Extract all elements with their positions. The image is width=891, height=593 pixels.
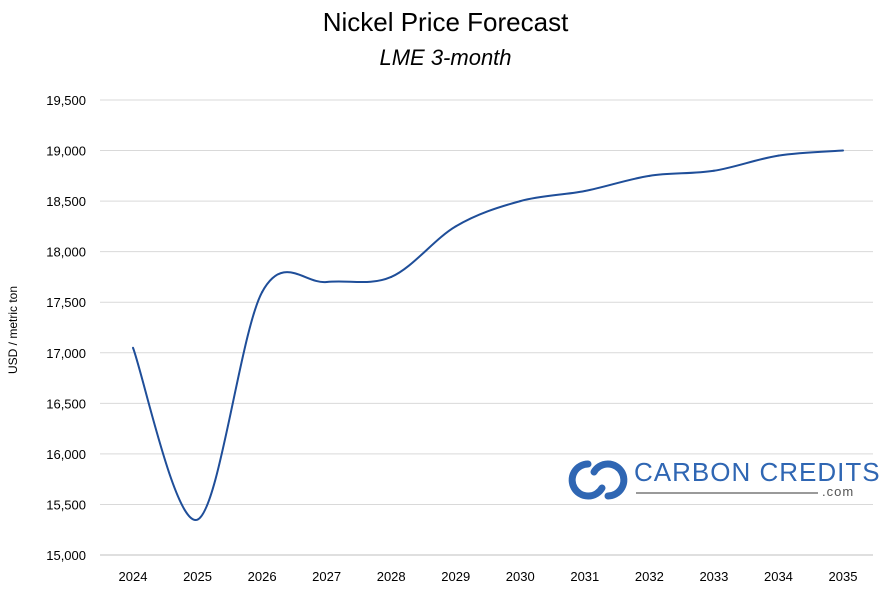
x-tick-label: 2028	[377, 569, 406, 584]
gridlines	[100, 99, 873, 556]
chart-subtitle: LME 3-month	[379, 45, 512, 70]
y-tick-label: 15,000	[46, 548, 86, 563]
data-point	[712, 169, 715, 172]
y-tick-label: 15,500	[46, 497, 86, 512]
x-tick-label: 2024	[119, 569, 148, 584]
y-tick-label: 16,500	[46, 396, 86, 411]
y-tick-label: 18,000	[46, 245, 86, 260]
data-point	[777, 154, 780, 157]
x-tick-label: 2032	[635, 569, 664, 584]
data-point	[519, 200, 522, 203]
x-tick-label: 2027	[312, 569, 341, 584]
data-point	[583, 190, 586, 192]
y-tick-label: 18,500	[46, 194, 86, 209]
data-point	[390, 275, 393, 278]
watermark-rule	[636, 492, 818, 494]
data-point	[196, 518, 199, 521]
x-axis-ticks: 2024 2025 2026 2027 2028 2029 2030 2031 2032 2033…	[119, 569, 858, 584]
y-tick-label: 17,500	[46, 295, 86, 310]
y-tick-label: 17,000	[46, 346, 86, 361]
watermark-brand: CARBON CREDITS	[634, 457, 881, 487]
x-tick-label: 2026	[248, 569, 277, 584]
data-point	[454, 225, 457, 228]
x-tick-label: 2030	[506, 569, 535, 584]
data-point	[325, 281, 328, 283]
watermark-suffix: .com	[822, 484, 855, 499]
series-points	[132, 149, 844, 521]
x-tick-label: 2035	[829, 569, 858, 584]
y-tick-label: 19,000	[46, 144, 86, 159]
y-tick-label: 19,500	[46, 93, 86, 108]
carbon-credits-logo-icon	[568, 460, 628, 500]
x-tick-label: 2029	[441, 569, 470, 584]
chart-title: Nickel Price Forecast	[322, 7, 569, 37]
x-tick-label: 2034	[764, 569, 793, 584]
x-tick-label: 2031	[570, 569, 599, 584]
x-tick-label: 2033	[699, 569, 728, 584]
data-point	[648, 174, 651, 177]
data-point	[132, 346, 134, 349]
carbon-credits-watermark: CARBON CREDITS .com	[566, 456, 880, 506]
x-tick-label: 2025	[183, 569, 212, 584]
data-point	[261, 291, 264, 294]
data-point	[842, 149, 844, 152]
y-tick-label: 16,000	[46, 447, 86, 462]
y-axis-ticks: 15,000 15,500 16,000 16,500 17,000 17,500 18,0…	[46, 93, 86, 563]
